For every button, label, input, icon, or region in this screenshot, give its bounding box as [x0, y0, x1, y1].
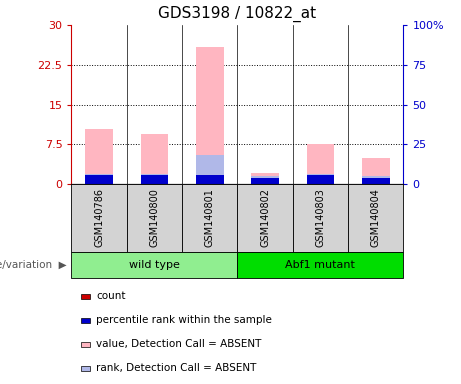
Bar — [82, 318, 89, 323]
Bar — [196, 47, 224, 184]
Text: value, Detection Call = ABSENT: value, Detection Call = ABSENT — [96, 339, 262, 349]
Bar — [251, 178, 279, 184]
Bar — [182, 184, 237, 252]
Bar — [293, 184, 348, 252]
Bar — [85, 182, 113, 184]
Bar — [82, 366, 89, 371]
Bar — [362, 178, 390, 184]
Bar — [196, 155, 224, 184]
Bar — [71, 184, 127, 252]
Text: GSM140801: GSM140801 — [205, 189, 215, 247]
Bar — [307, 182, 334, 184]
Bar — [251, 176, 279, 184]
Bar — [362, 176, 390, 184]
Text: wild type: wild type — [129, 260, 180, 270]
Text: GSM140786: GSM140786 — [94, 189, 104, 247]
Bar — [307, 144, 334, 184]
Bar — [251, 182, 279, 184]
Bar — [141, 134, 168, 184]
Title: GDS3198 / 10822_at: GDS3198 / 10822_at — [158, 6, 317, 22]
Bar — [141, 174, 168, 184]
Bar — [85, 175, 113, 184]
Bar — [71, 252, 237, 278]
Bar — [362, 182, 390, 184]
Bar — [196, 182, 224, 184]
Bar — [307, 174, 334, 184]
Bar — [348, 184, 403, 252]
Bar — [141, 182, 168, 184]
Text: GSM140800: GSM140800 — [149, 189, 160, 247]
Text: Abf1 mutant: Abf1 mutant — [285, 260, 355, 270]
Text: GSM140802: GSM140802 — [260, 189, 270, 247]
Bar — [196, 175, 224, 184]
Bar — [237, 252, 403, 278]
Bar — [85, 129, 113, 184]
Bar — [362, 158, 390, 184]
Text: percentile rank within the sample: percentile rank within the sample — [96, 315, 272, 325]
Text: genotype/variation  ▶: genotype/variation ▶ — [0, 260, 67, 270]
Bar — [307, 175, 334, 184]
Text: rank, Detection Call = ABSENT: rank, Detection Call = ABSENT — [96, 363, 257, 373]
Bar — [141, 175, 168, 184]
Bar — [82, 293, 89, 299]
Text: count: count — [96, 291, 126, 301]
Bar — [127, 184, 182, 252]
Bar — [85, 174, 113, 184]
Bar — [251, 173, 279, 184]
Bar — [82, 341, 89, 347]
Text: GSM140803: GSM140803 — [315, 189, 325, 247]
Bar — [237, 184, 293, 252]
Text: GSM140804: GSM140804 — [371, 189, 381, 247]
